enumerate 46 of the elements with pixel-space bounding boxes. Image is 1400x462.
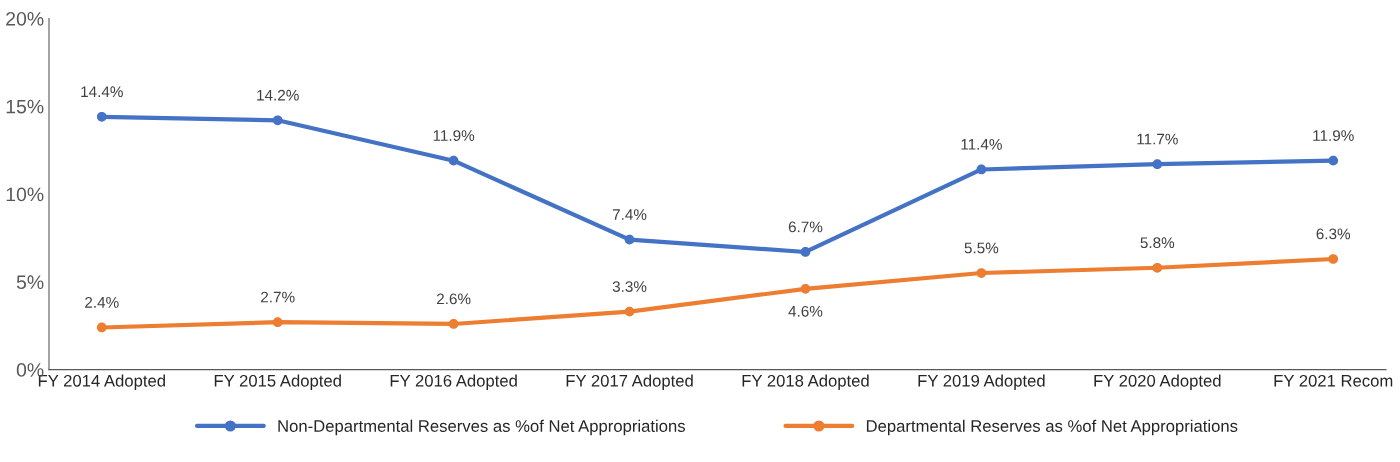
point [96, 111, 107, 122]
point [448, 319, 459, 329]
data-label: 14.2% [257, 89, 299, 101]
data-label: 2.6% [436, 293, 471, 305]
y-tick-label: 10% [6, 187, 44, 202]
legend-label: Non-Departmental Reserves as %of Net Appropriations [278, 419, 685, 436]
point [448, 155, 459, 166]
data-label: 14.4% [81, 86, 123, 98]
point [1152, 159, 1163, 170]
point [624, 234, 635, 245]
point [800, 283, 811, 294]
data-label: 11.4% [961, 139, 1002, 150]
data-label: 5.5% [964, 242, 999, 254]
data-label: 11.9% [433, 130, 475, 141]
x-tick-label: FY 2015 Adopted [214, 374, 341, 390]
point [1328, 254, 1339, 264]
data-label: 2.7% [261, 291, 295, 303]
point [976, 164, 987, 175]
data-label: 4.6% [788, 305, 823, 317]
point [96, 322, 107, 333]
y-tick-label: 20% [6, 11, 44, 26]
data-label: 11.9% [1313, 130, 1354, 141]
x-tick-label: FY 2016 Adopted [390, 374, 517, 390]
x-tick-label: FY 2021 Recom [1274, 374, 1393, 387]
data-label: 2.4% [85, 296, 119, 308]
data-label: 11.7% [1137, 133, 1178, 145]
legend-label: Departmental Reserves as %of Net Appropriations [866, 419, 1238, 436]
point [1152, 262, 1163, 273]
point [272, 317, 283, 328]
point [800, 247, 811, 257]
data-label: 3.3% [612, 281, 647, 292]
y-tick-label: 15% [6, 99, 44, 114]
x-tick-label: FY 2017 Adopted [566, 374, 693, 390]
data-label: 6.3% [1316, 228, 1351, 240]
point [624, 306, 635, 317]
point [272, 115, 283, 126]
data-label: 6.7% [788, 221, 823, 233]
point [1328, 155, 1339, 166]
x-tick-label: FY 2019 Adopted [918, 374, 1045, 390]
x-tick-label: FY 2018 Adopted [742, 374, 869, 390]
data-label: 7.4% [612, 209, 647, 220]
y-tick-label: 5% [16, 275, 44, 290]
y-tick-label: 0% [16, 363, 44, 377]
data-label: 5.8% [1140, 237, 1175, 249]
x-tick-label: FY 2020 Adopted [1094, 374, 1221, 390]
point [976, 268, 987, 278]
